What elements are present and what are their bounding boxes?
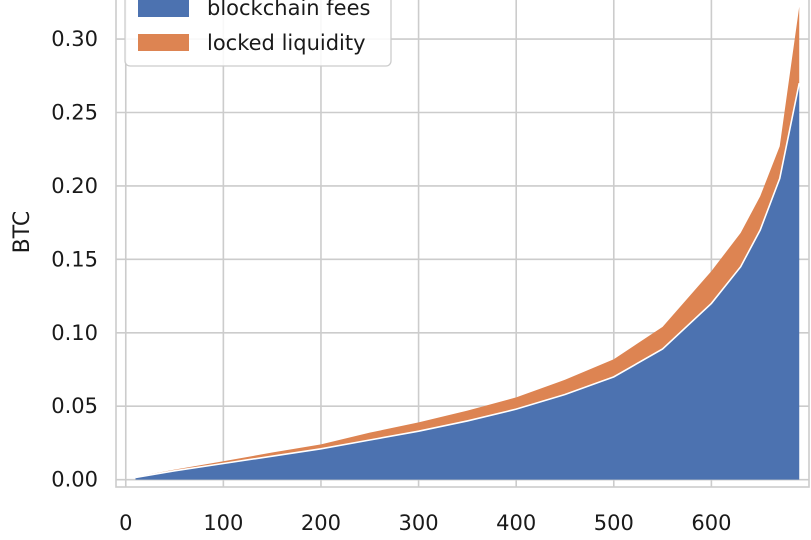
y-axis-label: BTC bbox=[10, 211, 35, 254]
series-boundary-line bbox=[135, 82, 801, 479]
x-tick-label: 600 bbox=[691, 511, 731, 535]
x-tick-label: 0 bbox=[119, 511, 132, 535]
x-axis-ticks: 0 100 200 300 400 500 600 bbox=[119, 511, 731, 535]
legend-swatch-locked-liquidity bbox=[138, 34, 189, 51]
y-tick-label: 0.15 bbox=[51, 247, 98, 271]
x-tick-label: 300 bbox=[399, 511, 439, 535]
legend-box bbox=[124, 0, 392, 67]
legend-swatch-blockchain-fees bbox=[138, 0, 189, 17]
area-locked-liquidity bbox=[135, 6, 800, 478]
y-tick-label: 0.25 bbox=[51, 100, 98, 124]
legend-label-blockchain-fees: blockchain fees bbox=[207, 0, 370, 20]
y-tick-label: 0.05 bbox=[51, 394, 98, 418]
plot-frame bbox=[115, 0, 810, 488]
y-tick-label: 0.20 bbox=[51, 174, 98, 198]
y-tick-label: 0.30 bbox=[51, 27, 98, 51]
legend: blockchain fees locked liquidity bbox=[124, 0, 392, 67]
x-tick-label: 400 bbox=[496, 511, 536, 535]
legend-label-locked-liquidity: locked liquidity bbox=[207, 31, 366, 55]
y-tick-label: 0.00 bbox=[51, 468, 98, 492]
x-tick-label: 500 bbox=[594, 511, 634, 535]
x-tick-label: 200 bbox=[301, 511, 341, 535]
area-series bbox=[135, 6, 801, 480]
y-tick-label: 0.10 bbox=[51, 321, 98, 345]
grid-lines bbox=[115, 0, 810, 488]
x-tick-label: 100 bbox=[203, 511, 243, 535]
y-axis-ticks: 0.00 0.05 0.10 0.15 0.20 0.25 0.30 bbox=[51, 27, 98, 492]
area-blockchain-fees bbox=[135, 83, 800, 480]
